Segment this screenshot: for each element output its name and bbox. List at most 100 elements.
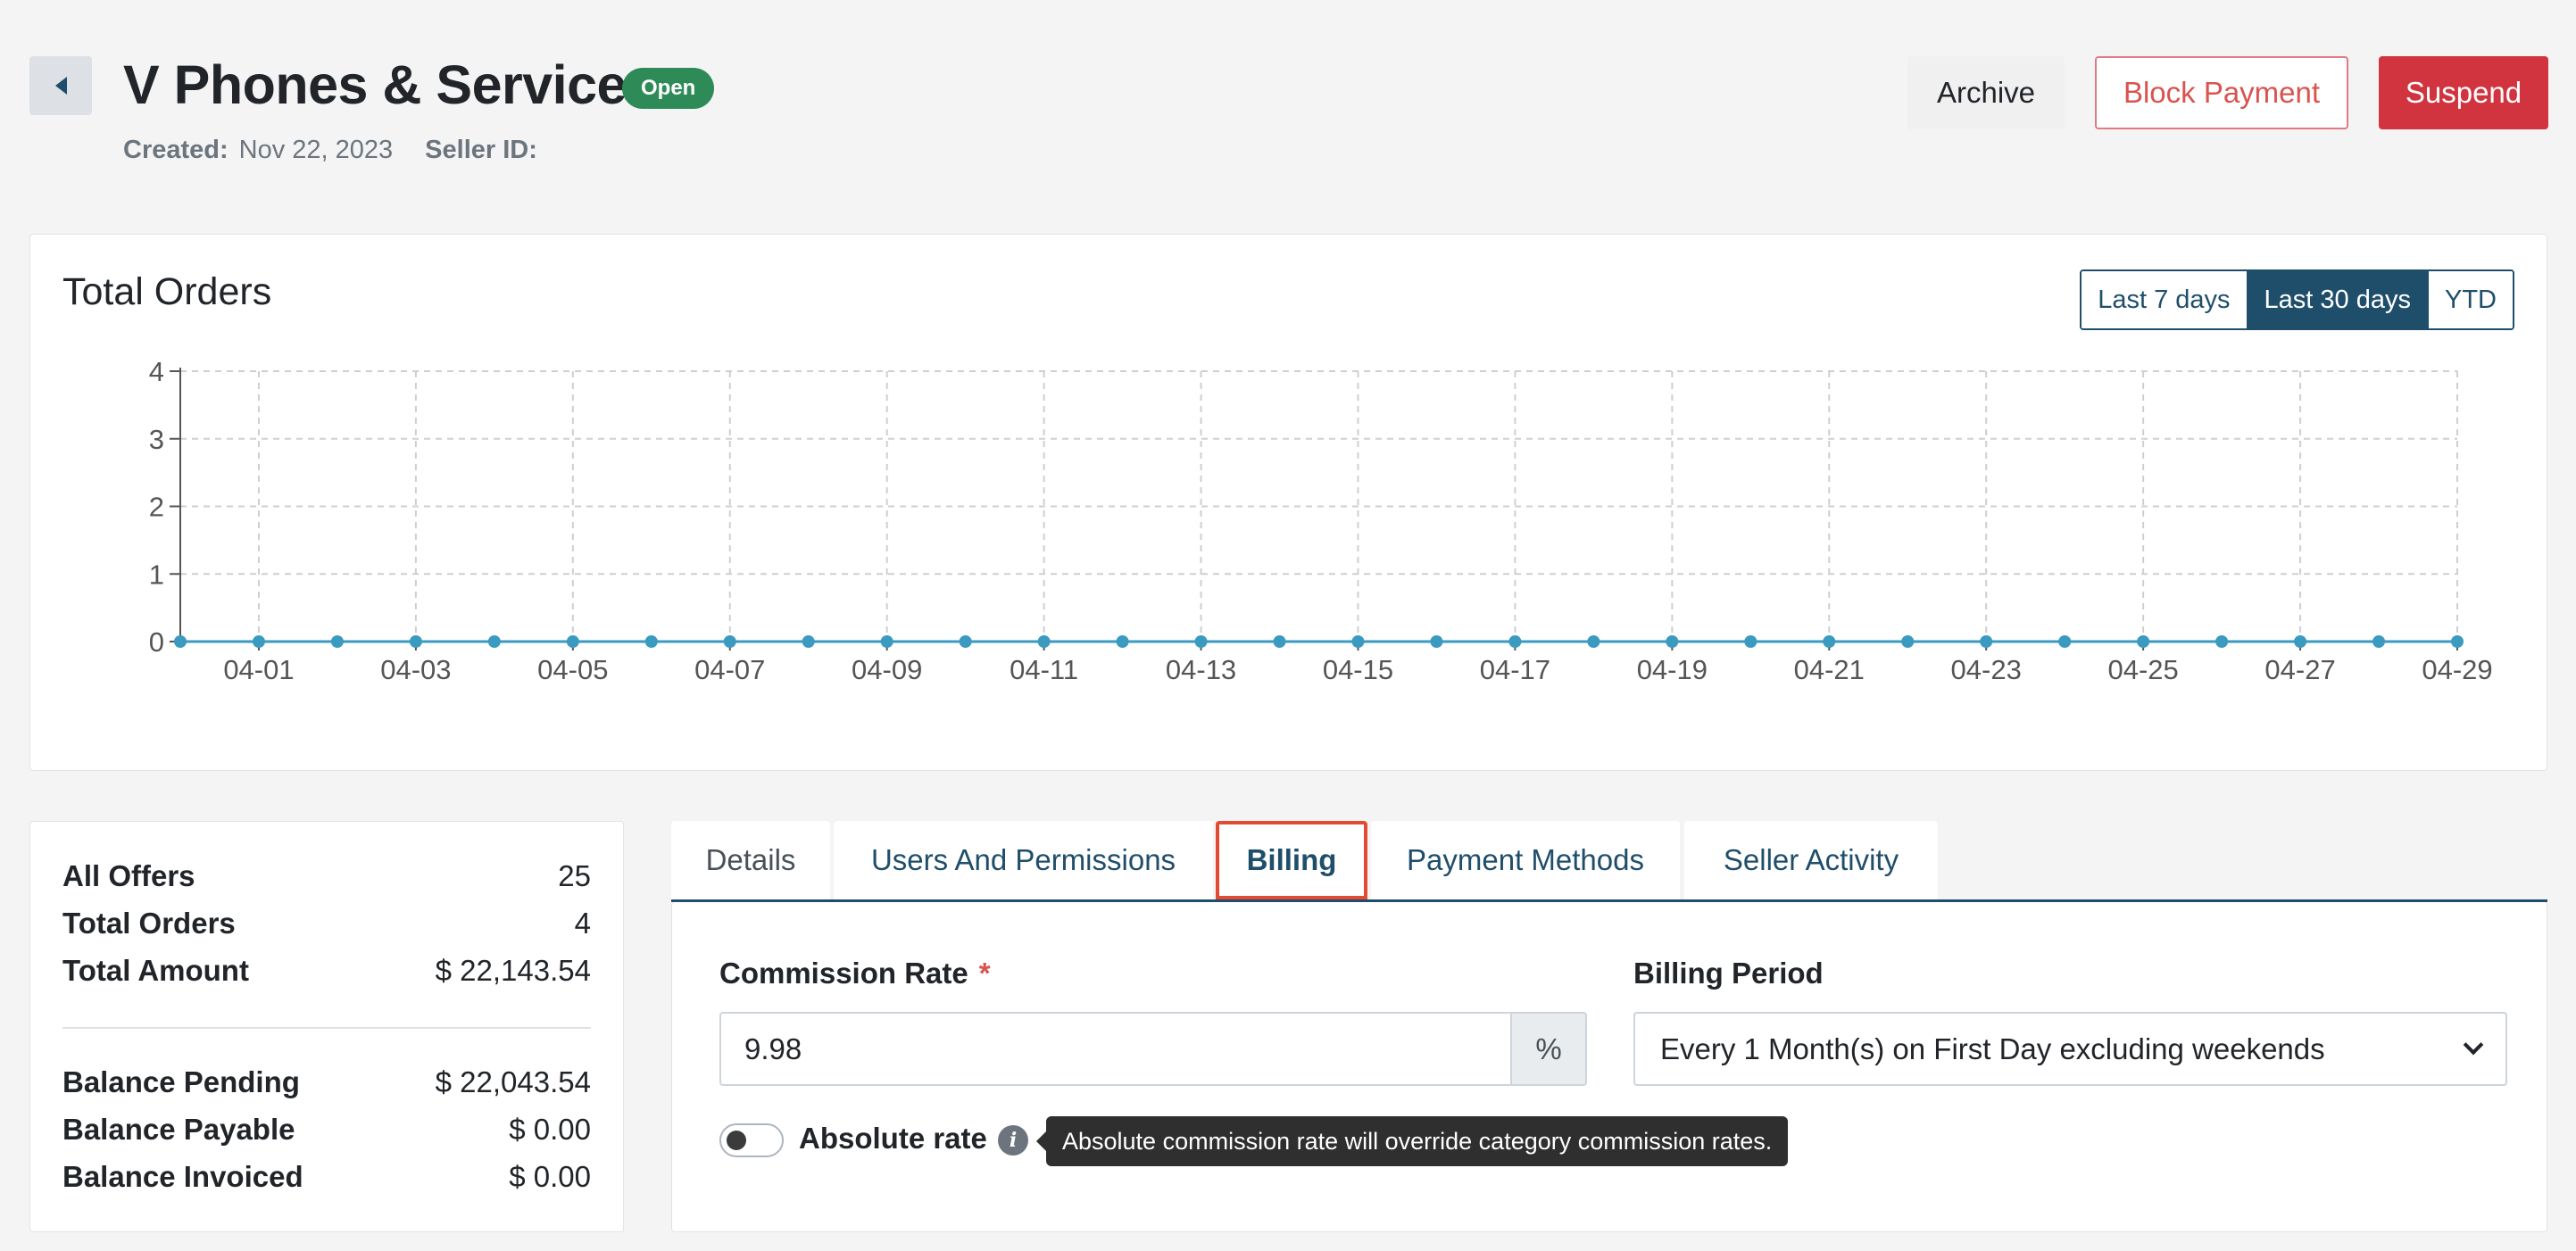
x-tick-label: 04-17 (1480, 654, 1550, 685)
data-point (1980, 635, 1993, 648)
summary-value: $ 22,043.54 (435, 1065, 591, 1098)
x-tick-label: 04-03 (380, 654, 451, 685)
y-tick-label: 3 (149, 424, 164, 455)
meta-row: Created: Nov 22, 2023 Seller ID: (123, 136, 580, 165)
summary-label: Total Orders (62, 907, 236, 940)
data-point (1587, 635, 1600, 648)
data-point (252, 635, 265, 648)
absolute-rate-label: Absolute rate (799, 1122, 987, 1155)
summary-row-balance-invoiced: Balance Invoiced $ 0.00 (62, 1160, 591, 1194)
suspend-button[interactable]: Suspend (2379, 56, 2548, 129)
data-point (1351, 635, 1365, 648)
summary-row-total-orders: Total Orders 4 (62, 907, 591, 940)
range-last-7-days[interactable]: Last 7 days (2082, 271, 2247, 328)
tab-users-and-permissions[interactable]: Users And Permissions (834, 821, 1213, 899)
summary-label: All Offers (62, 859, 195, 892)
x-tick-label: 04-07 (694, 654, 765, 685)
summary-row-all-offers: All Offers 25 (62, 859, 591, 893)
summary-value: $ 22,143.54 (435, 954, 591, 987)
x-tick-label: 04-27 (2264, 654, 2335, 685)
summary-label: Balance Payable (62, 1113, 295, 1146)
summary-label: Balance Invoiced (62, 1160, 303, 1193)
data-point (1194, 635, 1208, 648)
x-tick-label: 04-23 (1951, 654, 2022, 685)
summary-value: $ 0.00 (509, 1160, 591, 1193)
y-tick-label: 2 (149, 492, 164, 523)
absolute-rate-tooltip: Absolute commission rate will override c… (1035, 1116, 1789, 1166)
data-point (330, 635, 344, 648)
y-tick-label: 1 (149, 559, 164, 590)
tab-payment-methods[interactable]: Payment Methods (1371, 821, 1680, 899)
data-point (1744, 635, 1757, 648)
billing-period-label: Billing Period (1633, 957, 1824, 990)
data-point (487, 635, 501, 648)
data-point (174, 635, 187, 648)
commission-rate-label: Commission Rate * (719, 957, 991, 990)
block-payment-button[interactable]: Block Payment (2095, 56, 2348, 129)
x-tick-label: 04-29 (2422, 654, 2492, 685)
chart-title: Total Orders (62, 270, 272, 313)
x-tick-label: 04-15 (1323, 654, 1393, 685)
data-point (723, 635, 736, 648)
billing-period-value: Every 1 Month(s) on First Day excluding … (1660, 1031, 2325, 1065)
x-tick-label: 04-21 (1794, 654, 1865, 685)
data-point (1037, 635, 1051, 648)
info-icon[interactable]: i (998, 1125, 1028, 1156)
summary-row-total-amount: Total Amount $ 22,143.54 (62, 954, 591, 988)
summary-value: $ 0.00 (509, 1113, 591, 1146)
data-point (1116, 635, 1129, 648)
data-point (802, 635, 815, 648)
data-point (2058, 635, 2072, 648)
total-orders-card: 0 1 2 3 4 04-01 04-03 04-05 04-07 04-09 04-11 04-13… (29, 234, 2547, 771)
absolute-rate-toggle[interactable] (719, 1123, 784, 1157)
x-tick-label: 04-01 (223, 654, 294, 685)
tab-seller-activity[interactable]: Seller Activity (1684, 821, 1938, 899)
date-range-selector: Last 7 days Last 30 days YTD (2080, 269, 2514, 330)
data-point (959, 635, 972, 648)
data-point (1430, 635, 1443, 648)
summary-value: 4 (574, 907, 591, 940)
summary-label: Balance Pending (62, 1065, 300, 1098)
required-marker: * (978, 957, 991, 990)
back-button[interactable] (29, 56, 92, 115)
toggle-knob (727, 1131, 746, 1150)
data-point (2451, 635, 2464, 648)
billing-panel: Commission Rate * % Billing Period Every … (671, 902, 2547, 1232)
billing-period-select[interactable]: Every 1 Month(s) on First Day excluding … (1633, 1012, 2507, 1086)
range-ytd[interactable]: YTD (2427, 271, 2513, 328)
data-point (2372, 635, 2386, 648)
created-value: Nov 22, 2023 (238, 136, 394, 164)
summary-row-balance-payable: Balance Payable $ 0.00 (62, 1113, 591, 1147)
total-orders-chart: 0 1 2 3 4 04-01 04-03 04-05 04-07 04-09 04-11 04-13… (149, 356, 2493, 685)
data-point (644, 635, 658, 648)
tab-billing[interactable]: Billing (1216, 821, 1367, 899)
data-point (2294, 635, 2307, 648)
caret-left-icon (54, 77, 67, 95)
range-last-30-days[interactable]: Last 30 days (2246, 271, 2427, 328)
percent-addon: % (1510, 1014, 1585, 1084)
data-point (880, 635, 893, 648)
archive-button[interactable]: Archive (1907, 56, 2065, 129)
summary-value: 25 (558, 859, 591, 892)
data-point (1508, 635, 1522, 648)
summary-divider (62, 1027, 591, 1029)
x-tick-label: 04-05 (537, 654, 608, 685)
y-tick-label: 0 (149, 626, 164, 658)
commission-rate-input[interactable] (721, 1014, 1510, 1084)
data-point (2137, 635, 2150, 648)
x-tick-label: 04-09 (852, 654, 922, 685)
seller-id-label: Seller ID: (425, 136, 537, 164)
tabs-underline (671, 899, 2547, 902)
tab-details[interactable]: Details (671, 821, 830, 899)
x-tick-label: 04-11 (1010, 654, 1078, 685)
summary-label: Total Amount (62, 954, 249, 987)
x-tick-label: 04-13 (1166, 654, 1236, 685)
data-point (1823, 635, 1836, 648)
data-point (409, 635, 422, 648)
status-badge: Open (622, 68, 715, 109)
created-label: Created: (123, 136, 229, 164)
chevron-down-icon (2463, 1034, 2484, 1055)
data-point (2215, 635, 2229, 648)
page-title: V Phones & Service (123, 54, 627, 115)
data-point (1666, 635, 1679, 648)
